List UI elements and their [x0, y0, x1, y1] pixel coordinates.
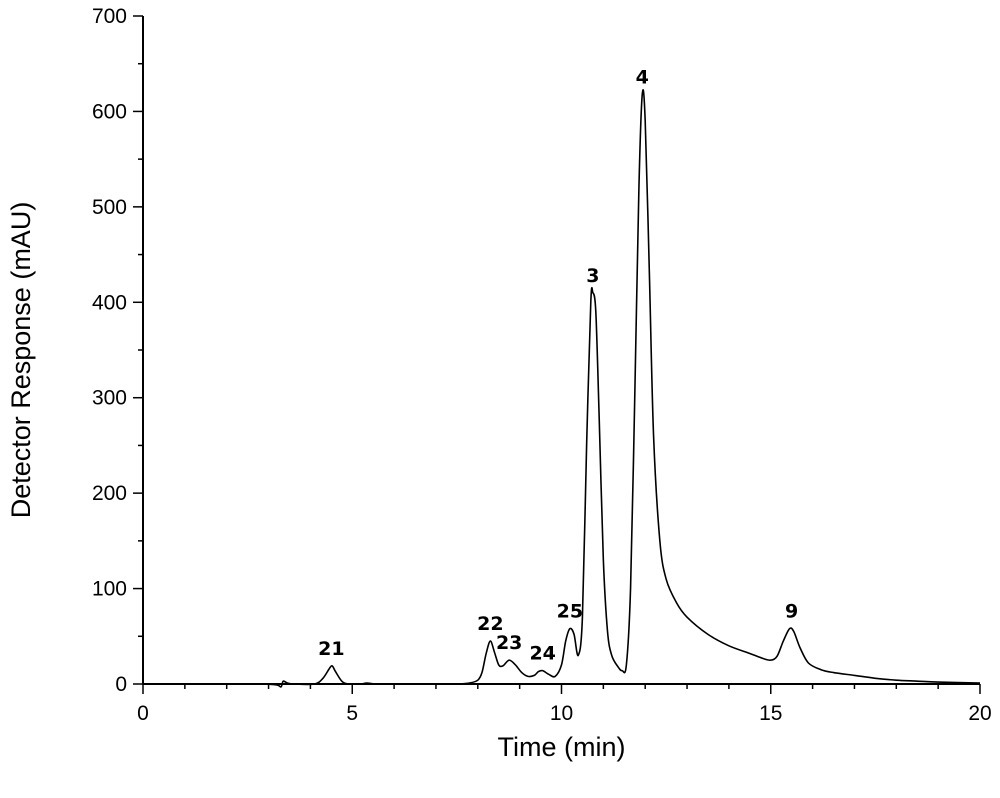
x-tick-label: 0: [137, 702, 149, 725]
y-tick-label: 0: [115, 673, 127, 696]
x-tick-label: 20: [968, 702, 991, 725]
x-tick-label: 5: [346, 702, 358, 725]
y-tick-label: 100: [92, 578, 127, 601]
y-tick-label: 600: [92, 100, 127, 123]
y-tick-label: 700: [92, 5, 127, 28]
peak-label-24: 24: [529, 643, 555, 665]
peak-label-25: 25: [557, 601, 583, 623]
y-tick-label: 500: [92, 196, 127, 219]
y-tick-label: 200: [92, 482, 127, 505]
peak-label-22: 22: [477, 613, 503, 635]
trace-layer: [142, 89, 981, 688]
peak-label-23: 23: [496, 632, 522, 654]
peak-label-4: 4: [636, 66, 649, 88]
x-axis-title: Time (min): [498, 732, 626, 762]
peak-label-21: 21: [318, 638, 344, 660]
peak-label-9: 9: [785, 601, 798, 623]
y-axis-title: Detector Response (mAU): [6, 202, 36, 519]
y-tick-label: 400: [92, 291, 127, 314]
y-tick-label: 300: [92, 387, 127, 410]
peak-label-3: 3: [586, 265, 599, 287]
series-line-chromatogram: [142, 89, 981, 688]
x-tick-label: 10: [550, 702, 573, 725]
x-tick-label: 15: [759, 702, 782, 725]
